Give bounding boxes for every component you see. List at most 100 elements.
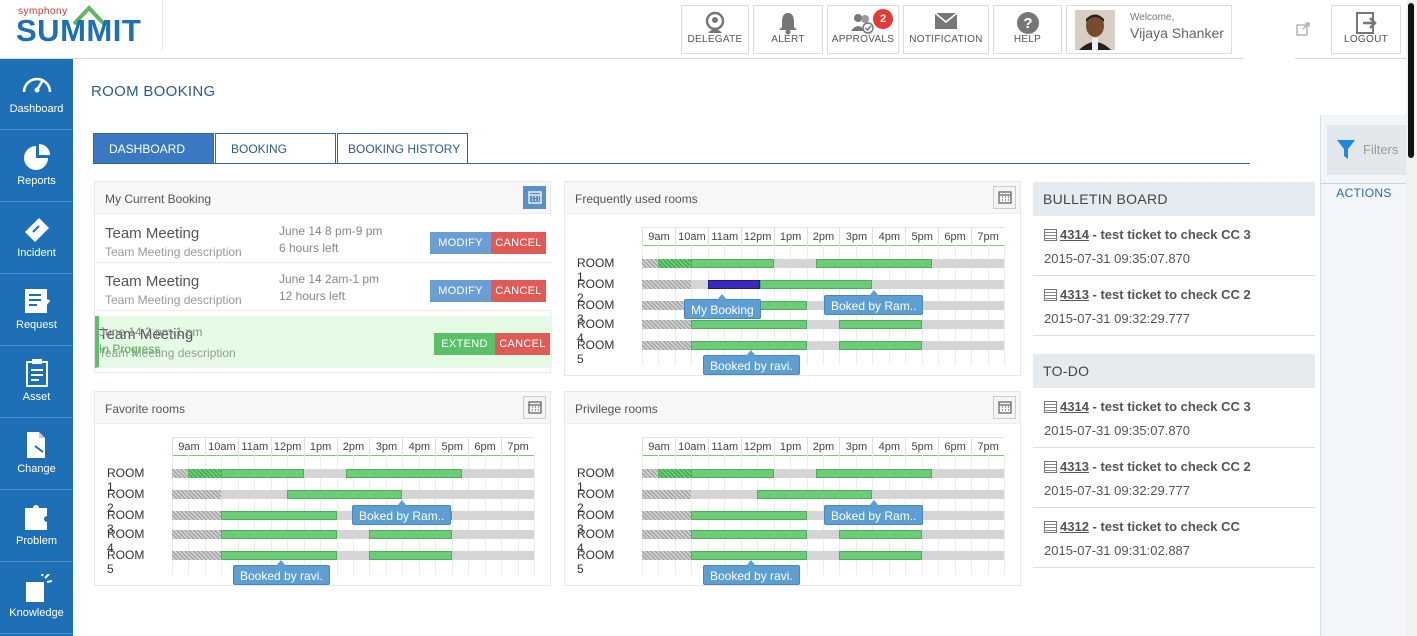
booked-slot[interactable] (658, 259, 692, 268)
room-timeline[interactable] (642, 511, 1004, 520)
booking-tooltip: Booked by ravi. (703, 350, 800, 375)
booked-slot[interactable] (287, 490, 403, 499)
room-timeline[interactable] (642, 341, 1004, 350)
room-timeline[interactable] (642, 490, 1004, 499)
booked-slot[interactable] (757, 490, 873, 499)
cancel-button[interactable]: CANCEL (491, 280, 546, 302)
booked-slot[interactable] (691, 320, 807, 329)
booked-slot[interactable] (691, 259, 774, 268)
sidebar-item-change[interactable]: Change (0, 419, 73, 490)
past-slot[interactable] (172, 469, 189, 478)
booked-slot[interactable] (658, 469, 692, 478)
tab-dashboard[interactable]: DASHBOARD (93, 133, 214, 163)
booked-slot[interactable] (691, 341, 807, 350)
booked-slot[interactable] (816, 259, 932, 268)
sidebar-item-reports[interactable]: Reports (0, 131, 73, 202)
booked-slot[interactable] (691, 551, 807, 560)
sidebar-item-asset[interactable]: Asset (0, 347, 73, 418)
room-timeline[interactable] (172, 469, 534, 478)
help-button[interactable]: ? HELP (993, 5, 1062, 54)
actions-link[interactable]: ACTIONS (1321, 183, 1407, 200)
room-timeline[interactable] (642, 280, 1004, 289)
room-timeline[interactable] (642, 530, 1004, 539)
past-slot[interactable] (642, 320, 692, 329)
booked-slot[interactable] (188, 469, 222, 478)
room-timeline[interactable] (642, 469, 1004, 478)
external-link-icon[interactable] (1296, 22, 1310, 41)
booked-slot[interactable] (839, 551, 922, 560)
ticket-link[interactable]: 4313 (1060, 287, 1089, 302)
past-slot[interactable] (642, 511, 692, 520)
notification-button[interactable]: NOTIFICATION (903, 5, 989, 54)
cancel-button[interactable]: CANCEL (495, 333, 550, 355)
room-timeline[interactable] (172, 530, 534, 539)
booked-slot[interactable] (839, 320, 922, 329)
filters-button[interactable]: Filters (1327, 125, 1407, 175)
scrollbar-thumb[interactable] (1408, 3, 1414, 158)
booked-slot[interactable] (691, 469, 774, 478)
sidebar-item-incident[interactable]: Incident (0, 203, 73, 274)
booked-slot[interactable] (691, 511, 807, 520)
past-slot[interactable] (642, 280, 692, 289)
booked-slot[interactable] (221, 469, 304, 478)
hour-label: 5pm (435, 438, 468, 456)
booked-slot[interactable] (369, 530, 452, 539)
alert-button[interactable]: ALERT (753, 5, 823, 54)
approvals-count-badge: 2 (873, 9, 893, 29)
room-timeline[interactable] (172, 551, 534, 560)
past-slot[interactable] (172, 511, 222, 520)
sidebar-item-request[interactable]: Request (0, 275, 73, 346)
tab-booking[interactable]: BOOKING (215, 133, 336, 163)
booked-slot[interactable] (816, 469, 932, 478)
tab-booking-history[interactable]: BOOKING HISTORY (337, 133, 468, 163)
booked-slot[interactable] (221, 551, 337, 560)
past-slot[interactable] (642, 341, 692, 350)
extend-button[interactable]: EXTEND (434, 333, 495, 355)
calendar-button[interactable] (523, 186, 546, 209)
cancel-button[interactable]: CANCEL (491, 232, 546, 254)
logout-button[interactable]: LOGOUT (1331, 5, 1401, 54)
room-timeline[interactable] (642, 551, 1004, 560)
past-slot[interactable] (642, 551, 692, 560)
calendar-button[interactable] (993, 186, 1016, 209)
booked-slot[interactable] (221, 530, 337, 539)
user-profile[interactable]: Welcome, Vijaya Shanker (1066, 5, 1232, 54)
sidebar-item-problem[interactable]: Problem (0, 491, 73, 562)
past-slot[interactable] (642, 469, 659, 478)
sidebar-item-dashboard[interactable]: Dashboard (0, 59, 73, 130)
my-booking-slot[interactable] (707, 280, 761, 289)
room-timeline[interactable] (642, 320, 1004, 329)
modify-button[interactable]: MODIFY (430, 280, 491, 302)
booked-slot[interactable] (760, 280, 873, 289)
past-slot[interactable] (172, 490, 222, 499)
modify-button[interactable]: MODIFY (430, 232, 491, 254)
past-slot[interactable] (172, 551, 222, 560)
ticket-link[interactable]: 4313 (1060, 459, 1089, 474)
past-slot[interactable] (642, 301, 692, 310)
scrollbar[interactable] (1406, 0, 1417, 636)
past-slot[interactable] (642, 490, 692, 499)
past-slot[interactable] (642, 530, 692, 539)
past-slot[interactable] (172, 530, 222, 539)
hour-label: 10am (674, 228, 708, 246)
room-timeline[interactable] (172, 490, 534, 499)
ticket-link[interactable]: 4314 (1060, 227, 1089, 242)
logo[interactable]: symphony SUMMIT (0, 0, 163, 50)
booked-slot[interactable] (369, 551, 452, 560)
booked-slot[interactable] (346, 469, 462, 478)
ticket-item: 4313 - test ticket to check CC 2 2015-07-… (1033, 276, 1315, 336)
calendar-button[interactable] (993, 396, 1016, 419)
booked-slot[interactable] (691, 530, 807, 539)
booked-slot[interactable] (221, 511, 337, 520)
ticket-link[interactable]: 4314 (1060, 399, 1089, 414)
booked-slot[interactable] (839, 530, 922, 539)
past-slot[interactable] (642, 259, 659, 268)
panel-title: Frequently used rooms (575, 192, 698, 206)
room-timeline[interactable] (642, 259, 1004, 268)
approvals-button[interactable]: APPROVALS 2 (827, 5, 899, 54)
sidebar-item-knowledge[interactable]: Knowledge (0, 563, 73, 634)
calendar-button[interactable] (523, 396, 546, 419)
delegate-button[interactable]: DELEGATE (681, 5, 749, 54)
booked-slot[interactable] (839, 341, 922, 350)
ticket-link[interactable]: 4312 (1060, 519, 1089, 534)
